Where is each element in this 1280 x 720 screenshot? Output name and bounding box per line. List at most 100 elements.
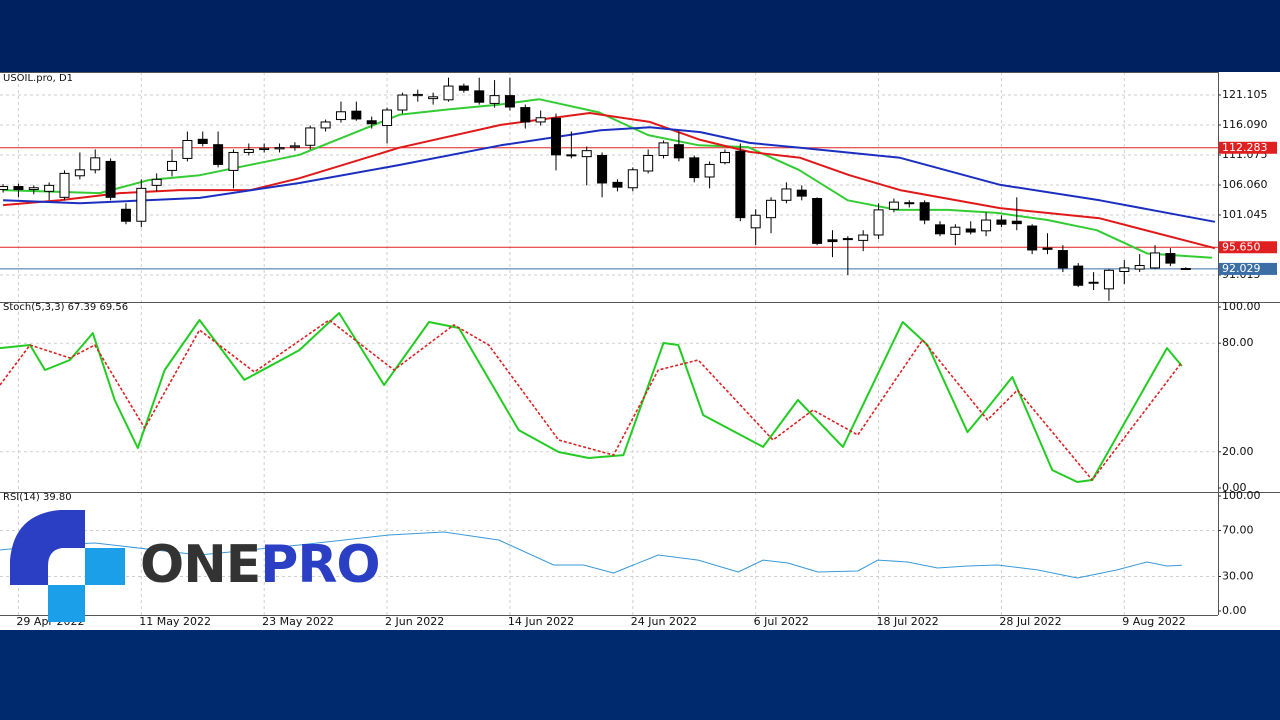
candle-body	[351, 110, 362, 120]
candle-body	[13, 186, 24, 191]
candle-body	[612, 181, 623, 188]
candle-body	[919, 202, 930, 221]
grid-layer	[0, 72, 1218, 615]
candle-body	[74, 169, 85, 177]
candle-body	[105, 160, 116, 198]
x-tick-label: 2 Jun 2022	[385, 615, 444, 628]
candle-body	[1088, 281, 1099, 284]
candle-body	[1180, 268, 1191, 271]
candle-body	[520, 107, 531, 123]
candle-body	[934, 224, 945, 235]
candle-body	[0, 186, 9, 191]
candle-body	[489, 95, 500, 104]
logo-text-part: ONE	[140, 535, 260, 595]
candle-body	[213, 144, 224, 165]
candle-body	[719, 151, 730, 164]
candle-body	[1011, 220, 1022, 225]
y-tick-label: 80.00	[1222, 336, 1254, 349]
candle-body	[1119, 267, 1130, 272]
candle-body	[796, 189, 807, 197]
candle-body	[981, 219, 992, 232]
candle-body	[750, 214, 761, 229]
moving-average	[3, 98, 1212, 259]
x-tick-label: 6 Jul 2022	[754, 615, 809, 628]
candle-body	[59, 172, 70, 198]
candle-body	[382, 109, 393, 127]
candle-body	[289, 145, 300, 148]
candle-body	[120, 208, 131, 222]
candle-body	[197, 138, 208, 144]
candle-body	[689, 157, 700, 179]
level-label-box	[1219, 241, 1277, 254]
candle-body	[136, 187, 147, 222]
candle-body	[182, 139, 193, 159]
candle-body	[274, 147, 285, 150]
candle-body	[1042, 247, 1053, 250]
candle-body	[458, 85, 469, 91]
y-tick-label: 106.060	[1222, 178, 1268, 191]
candle-body	[842, 238, 853, 241]
candle-body	[1027, 225, 1038, 251]
candle-body	[766, 199, 777, 219]
candle-body	[566, 154, 577, 157]
level-label: 112.283	[1222, 141, 1268, 154]
candle-body	[965, 228, 976, 233]
candle-body	[873, 209, 884, 236]
frame	[0, 72, 1280, 616]
candle-body	[320, 121, 331, 129]
y-tick-label: 101.045	[1222, 208, 1268, 221]
candle-body	[858, 234, 869, 241]
y-tick-label: 100.00	[1222, 489, 1261, 502]
x-tick-label: 11 May 2022	[139, 615, 211, 628]
candle-body	[673, 144, 684, 159]
x-tick-label: 9 Aug 2022	[1122, 615, 1185, 628]
chart-area	[0, 72, 1280, 630]
rsi-line	[0, 531, 1182, 579]
candle-body	[366, 120, 377, 125]
plot-layer	[0, 77, 1218, 579]
candle-body	[827, 239, 838, 243]
y-tick-label: 0.00	[1222, 481, 1247, 494]
candle-body	[1134, 265, 1145, 270]
candle-body	[535, 117, 546, 123]
candle-body	[812, 198, 823, 244]
candle-body	[474, 90, 485, 103]
logo: ONEPRO	[10, 510, 381, 622]
candle-body	[658, 142, 669, 156]
candle-body	[888, 201, 899, 210]
candle-body	[28, 187, 39, 191]
y-tick-label: 0.00	[1222, 604, 1247, 617]
candle-body	[428, 96, 439, 100]
stochastic-line	[0, 312, 1183, 483]
candle-body	[412, 93, 423, 97]
candle-body	[581, 150, 592, 158]
candle-body	[90, 157, 101, 171]
candle-body	[781, 188, 792, 201]
logo-square	[48, 585, 85, 622]
indicator-title: RSI(14) 39.80	[3, 492, 72, 503]
moving-average	[3, 112, 1216, 250]
candle-body	[151, 178, 162, 186]
y-tick-label: 20.00	[1222, 445, 1254, 458]
level-label-box	[1219, 141, 1277, 154]
candle-body	[259, 147, 270, 150]
candle-body	[627, 169, 638, 189]
candle-body	[597, 154, 608, 184]
y-tick-label: 116.090	[1222, 118, 1268, 131]
candle-body	[735, 150, 746, 219]
x-tick-label: 23 May 2022	[262, 615, 334, 628]
candle-body	[397, 94, 408, 111]
candle-body	[950, 226, 961, 235]
candle-body	[1057, 250, 1068, 269]
candle-body	[44, 184, 55, 192]
candle-body	[335, 111, 346, 121]
logo-square	[85, 548, 125, 585]
candle-body	[443, 85, 454, 101]
level-label: 92.029	[1222, 262, 1261, 275]
candle-body	[1165, 253, 1176, 264]
candle-body	[228, 151, 239, 171]
indicator-title: Stoch(5,3,3) 67.39 69.56	[3, 302, 128, 313]
